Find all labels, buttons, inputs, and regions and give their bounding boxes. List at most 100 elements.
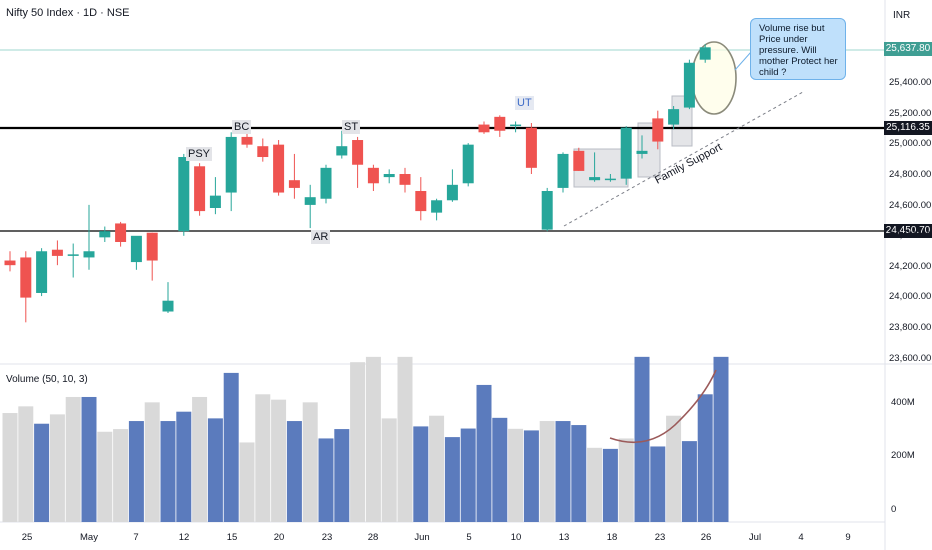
candle (146, 232, 158, 281)
volume-bar (318, 438, 334, 522)
time-tick-label: 26 (700, 532, 712, 543)
candle (541, 187, 553, 232)
time-tick-label: 13 (558, 532, 570, 543)
candle (415, 177, 427, 221)
candle (383, 169, 395, 184)
candle (304, 184, 316, 229)
candle (83, 204, 95, 270)
candle-body (541, 191, 553, 230)
candle-body (668, 109, 680, 125)
volume-bar (97, 431, 113, 522)
volume-bar (2, 413, 18, 522)
callout-note[interactable]: Volume rise but Price under pressure. Wi… (750, 18, 846, 80)
volume-bar (618, 438, 634, 522)
candle-body (604, 178, 616, 181)
candles (4, 106, 680, 323)
volume-bar (239, 442, 255, 522)
volume-bar (555, 421, 571, 522)
volume-bar (523, 430, 539, 522)
volume-curve (609, 369, 717, 444)
candle (257, 138, 269, 162)
candle (99, 226, 111, 242)
candle-body (241, 136, 253, 145)
highlight-ellipse (691, 41, 737, 115)
candle (652, 110, 664, 150)
candle (636, 135, 648, 159)
volume-bar (302, 402, 318, 522)
candle (320, 164, 332, 204)
candle-body (415, 191, 427, 212)
volume-bar (255, 394, 271, 522)
candle (352, 136, 364, 188)
volume-bar (697, 394, 713, 522)
time-tick-label: 20 (273, 532, 285, 543)
candle-body (352, 140, 364, 165)
volume-bar (192, 396, 208, 522)
candle (20, 251, 32, 323)
volume-bar (350, 362, 366, 522)
candle-body (209, 195, 221, 208)
candle-body (115, 223, 127, 242)
candle-body (367, 167, 379, 184)
family-support-trendline (563, 91, 804, 227)
candle-body (620, 127, 632, 179)
candle-body (304, 197, 316, 205)
candle-body (36, 251, 48, 293)
volume-bar (160, 421, 176, 522)
volume-bar (207, 418, 223, 522)
volume-bar (128, 421, 144, 522)
candle-body (478, 124, 490, 133)
candle (178, 153, 190, 236)
time-tick-label: 9 (845, 532, 851, 543)
candle (557, 152, 569, 193)
candle-body (636, 150, 648, 154)
candle-body (399, 174, 411, 185)
candle (699, 44, 711, 63)
volume-bar (444, 437, 460, 522)
price-tick-label: 23,800.00 (889, 322, 932, 333)
time-tick-label: 4 (798, 532, 804, 543)
time-tick-label: May (80, 532, 98, 543)
volume-bar (144, 402, 160, 522)
candle (620, 126, 632, 185)
price-tick-label: 24,600.00 (889, 200, 932, 211)
volume-bar (65, 396, 81, 522)
candle-body (99, 231, 111, 238)
candle-body (130, 235, 142, 263)
candle-body (573, 150, 585, 171)
volume-bar (365, 356, 381, 522)
candle (273, 140, 285, 196)
time-tick-label: 23 (321, 532, 333, 543)
candle (67, 243, 79, 278)
volume-bar (176, 411, 192, 522)
candle-body (225, 136, 237, 193)
price-tick-label: 24,400.00 (889, 230, 932, 241)
volume-bar (113, 429, 129, 522)
candle-body (383, 174, 395, 178)
candle-body (510, 124, 522, 127)
time-tick-label: 18 (606, 532, 618, 543)
candle (288, 153, 300, 199)
candle (510, 121, 522, 133)
volume-bar (634, 356, 650, 522)
volume-bar (476, 384, 492, 522)
candle-body (320, 167, 332, 199)
candle (225, 132, 237, 212)
volume-bar (81, 396, 97, 522)
candle (494, 115, 506, 137)
candle (446, 169, 458, 202)
volume-bar (49, 414, 65, 522)
candle-body (288, 180, 300, 188)
volume-bar (713, 356, 729, 522)
time-tick-label: Jun (414, 532, 430, 543)
candle-body (683, 62, 695, 108)
callout-pointer (734, 51, 752, 71)
time-tick-label: Jul (748, 532, 762, 543)
candle-body (146, 232, 158, 261)
candle (399, 167, 411, 193)
last-price-tag: 25,637.80 (884, 42, 932, 56)
price-tick-label: 24,200.00 (889, 261, 932, 272)
candle-body (273, 144, 285, 193)
candle-body (194, 166, 206, 212)
